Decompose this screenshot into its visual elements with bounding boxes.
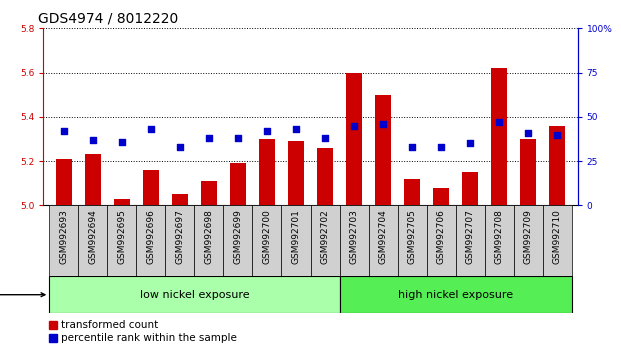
Text: GSM992696: GSM992696: [147, 209, 155, 264]
Bar: [85, 154, 101, 205]
Point: [436, 144, 446, 150]
Bar: [317, 148, 333, 205]
Bar: [114, 199, 130, 205]
Point: [117, 139, 127, 144]
Text: GSM992702: GSM992702: [320, 209, 330, 264]
Bar: [56, 159, 72, 205]
Bar: [462, 172, 478, 205]
Bar: [549, 126, 565, 205]
Bar: [404, 179, 420, 205]
Text: GSM992709: GSM992709: [524, 209, 533, 264]
Bar: [253, 205, 281, 278]
Text: GSM992706: GSM992706: [437, 209, 446, 264]
Text: GSM992708: GSM992708: [495, 209, 504, 264]
Point: [378, 121, 388, 127]
Point: [233, 135, 243, 141]
Bar: [543, 205, 572, 278]
Bar: [520, 139, 536, 205]
Bar: [172, 194, 188, 205]
Bar: [340, 205, 368, 278]
Bar: [310, 205, 340, 278]
Bar: [456, 205, 484, 278]
Point: [204, 135, 214, 141]
Point: [59, 128, 69, 134]
Text: GSM992698: GSM992698: [204, 209, 214, 264]
Text: GSM992697: GSM992697: [175, 209, 184, 264]
Point: [175, 144, 185, 150]
Point: [349, 123, 359, 129]
Text: low nickel exposure: low nickel exposure: [140, 290, 249, 300]
Point: [524, 130, 533, 136]
Text: GSM992701: GSM992701: [291, 209, 301, 264]
Bar: [107, 205, 137, 278]
Bar: [491, 68, 507, 205]
Bar: [49, 276, 340, 313]
Text: GSM992694: GSM992694: [88, 209, 97, 264]
Text: GSM992693: GSM992693: [59, 209, 68, 264]
Bar: [433, 188, 449, 205]
Text: GSM992703: GSM992703: [350, 209, 358, 264]
Bar: [514, 205, 543, 278]
Bar: [368, 205, 397, 278]
Bar: [194, 205, 224, 278]
Bar: [288, 141, 304, 205]
Legend: transformed count, percentile rank within the sample: transformed count, percentile rank withi…: [48, 320, 237, 343]
Bar: [340, 276, 572, 313]
Point: [88, 137, 97, 143]
Bar: [224, 205, 253, 278]
Bar: [165, 205, 194, 278]
Text: GSM992710: GSM992710: [553, 209, 562, 264]
Text: GSM992705: GSM992705: [407, 209, 417, 264]
Bar: [49, 205, 78, 278]
Bar: [484, 205, 514, 278]
Text: stress: stress: [0, 290, 45, 300]
Point: [291, 126, 301, 132]
Text: GSM992695: GSM992695: [117, 209, 126, 264]
Bar: [427, 205, 456, 278]
Point: [262, 128, 272, 134]
Bar: [346, 73, 362, 205]
Bar: [375, 95, 391, 205]
Text: GSM992704: GSM992704: [379, 209, 388, 264]
Bar: [137, 205, 165, 278]
Bar: [201, 181, 217, 205]
Point: [465, 141, 475, 146]
Point: [494, 119, 504, 125]
Point: [552, 132, 562, 137]
Bar: [397, 205, 427, 278]
Point: [320, 135, 330, 141]
Point: [146, 126, 156, 132]
Text: GSM992700: GSM992700: [263, 209, 271, 264]
Text: GSM992699: GSM992699: [233, 209, 242, 264]
Bar: [143, 170, 159, 205]
Bar: [281, 205, 310, 278]
Bar: [78, 205, 107, 278]
Text: high nickel exposure: high nickel exposure: [398, 290, 513, 300]
Bar: [259, 139, 275, 205]
Point: [407, 144, 417, 150]
Text: GDS4974 / 8012220: GDS4974 / 8012220: [38, 12, 178, 26]
Text: GSM992707: GSM992707: [466, 209, 474, 264]
Bar: [230, 163, 246, 205]
